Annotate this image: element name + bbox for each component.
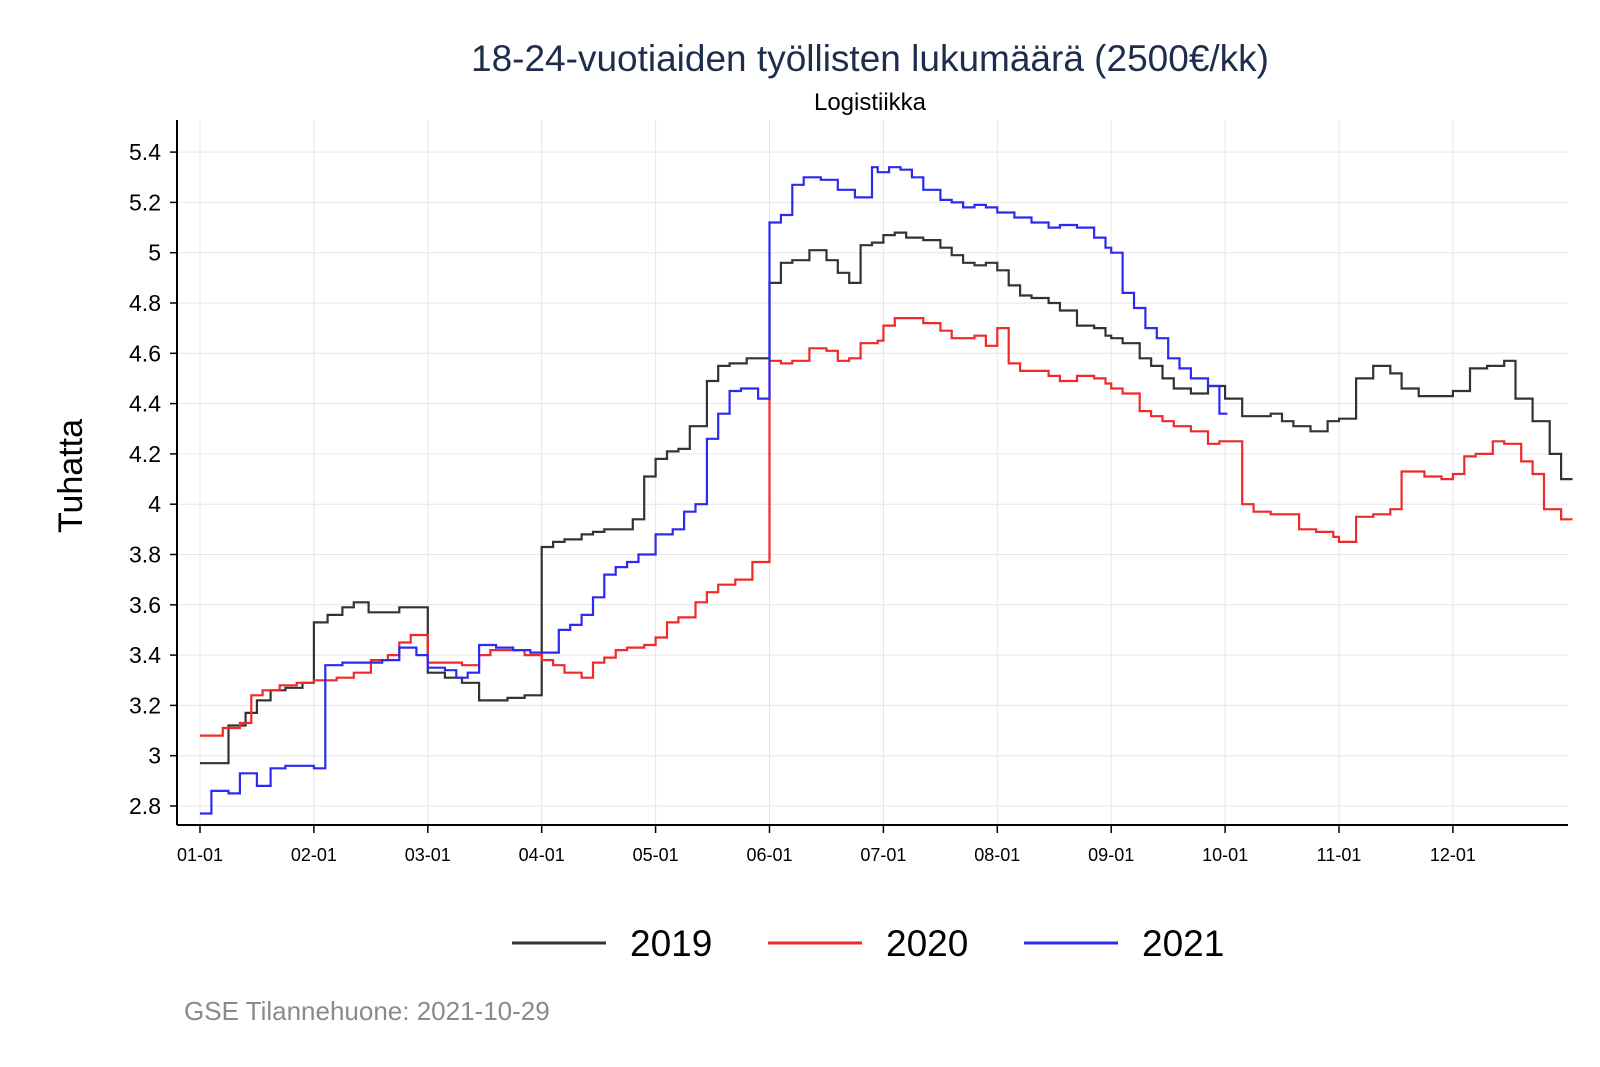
source-caption: GSE Tilannehuone: 2021-10-29 <box>184 996 550 1026</box>
y-tick-label: 3.4 <box>129 642 161 668</box>
y-tick-label: 3 <box>148 743 161 769</box>
x-tick-label: 10-01 <box>1202 845 1248 865</box>
y-tick-label: 4.8 <box>129 290 161 316</box>
x-tick-label: 06-01 <box>746 845 792 865</box>
x-tick-label: 01-01 <box>177 845 223 865</box>
series-line-2021 <box>200 166 1228 815</box>
x-tick-label: 02-01 <box>291 845 337 865</box>
y-tick-label: 4 <box>148 491 161 517</box>
legend-item-2021: 2021 <box>1024 923 1224 964</box>
chart-subtitle: Logistiikka <box>814 89 927 116</box>
legend-item-2019: 2019 <box>512 923 712 964</box>
x-tick-label: 07-01 <box>860 845 906 865</box>
legend-item-2020: 2020 <box>768 923 968 964</box>
axes <box>176 120 1568 826</box>
x-tick-label: 03-01 <box>405 845 451 865</box>
series-lines <box>200 166 1573 815</box>
chart-title: 18-24-vuotiaiden työllisten lukumäärä (2… <box>471 38 1269 79</box>
y-axis-label: Tuhatta <box>52 419 90 533</box>
y-axis-ticks: 2.8 3 3.2 3.4 3.6 3.8 4 4.2 4.4 4.6 4.8 5 5.2 5.4 <box>129 139 177 819</box>
series-line-2019 <box>200 231 1573 765</box>
y-tick-label: 4.2 <box>129 441 161 467</box>
legend-label-2019: 2019 <box>630 923 712 964</box>
gridlines <box>177 120 1568 825</box>
x-tick-label: 05-01 <box>633 845 679 865</box>
y-tick-label: 3.6 <box>129 592 161 618</box>
y-tick-label: 5 <box>148 240 161 266</box>
y-tick-label: 4.6 <box>129 340 161 366</box>
legend-label-2020: 2020 <box>886 923 968 964</box>
y-tick-label: 5.2 <box>129 189 161 215</box>
y-tick-label: 2.8 <box>129 793 161 819</box>
y-tick-label: 5.4 <box>129 139 161 165</box>
x-tick-label: 12-01 <box>1430 845 1476 865</box>
x-tick-label: 11-01 <box>1317 845 1362 865</box>
y-tick-label: 3.2 <box>129 692 161 718</box>
series-line-2020 <box>200 317 1573 737</box>
y-tick-label: 4.4 <box>129 391 161 417</box>
x-tick-label: 09-01 <box>1088 845 1134 865</box>
y-tick-label: 3.8 <box>129 542 161 568</box>
x-tick-label: 04-01 <box>519 845 565 865</box>
x-axis-ticks: 01-01 02-01 03-01 04-01 05-01 06-01 07-01 08-01… <box>177 825 1476 865</box>
legend: 2019 2020 2021 <box>512 923 1224 964</box>
x-tick-label: 08-01 <box>974 845 1020 865</box>
legend-label-2021: 2021 <box>1142 923 1224 964</box>
